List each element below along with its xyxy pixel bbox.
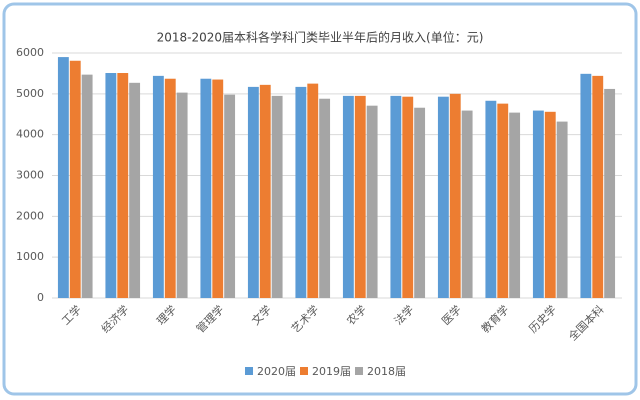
bar — [212, 79, 224, 299]
legend-swatch — [355, 367, 363, 375]
y-tick-label: 6000 — [16, 46, 44, 59]
y-tick-label: 1000 — [16, 250, 44, 263]
bar — [307, 83, 319, 298]
bar — [295, 86, 307, 299]
chart-title: 2018-2020届本科各学科门类毕业半年后的月收入(单位：元) — [157, 30, 484, 45]
legend-label: 2018届 — [367, 365, 406, 378]
bar — [461, 110, 473, 298]
bar — [592, 75, 604, 298]
legend-swatch — [245, 367, 253, 375]
y-tick-label: 0 — [37, 291, 44, 304]
bar — [259, 84, 271, 298]
bar — [449, 93, 461, 298]
bar — [497, 103, 509, 298]
bar — [485, 100, 497, 299]
bar — [319, 98, 331, 298]
bar — [402, 96, 414, 298]
legend-label: 2019届 — [312, 365, 351, 378]
bar — [437, 96, 449, 298]
bar — [414, 107, 426, 298]
bar — [604, 88, 616, 298]
bar — [271, 95, 283, 298]
y-tick-label: 4000 — [16, 128, 44, 141]
y-tick-label: 2000 — [16, 209, 44, 222]
y-tick-label: 5000 — [16, 87, 44, 100]
bar — [354, 95, 366, 298]
bar — [366, 105, 378, 298]
bar — [164, 78, 176, 298]
bar — [57, 57, 69, 299]
bar — [129, 82, 141, 298]
bar — [247, 86, 259, 299]
bar — [556, 121, 568, 298]
bar — [509, 112, 521, 298]
bar — [342, 95, 354, 298]
bar — [200, 78, 212, 298]
bar — [532, 110, 544, 298]
bar — [105, 73, 117, 298]
bar — [390, 95, 402, 298]
bar — [152, 75, 164, 298]
legend-label: 2020届 — [257, 365, 296, 378]
legend-swatch — [300, 367, 308, 375]
y-tick-label: 3000 — [16, 169, 44, 182]
bar — [81, 74, 93, 299]
bar — [544, 111, 556, 298]
bar — [224, 94, 236, 299]
bar — [117, 73, 129, 298]
bar — [176, 92, 188, 298]
bar — [580, 73, 592, 298]
bar — [69, 60, 81, 299]
